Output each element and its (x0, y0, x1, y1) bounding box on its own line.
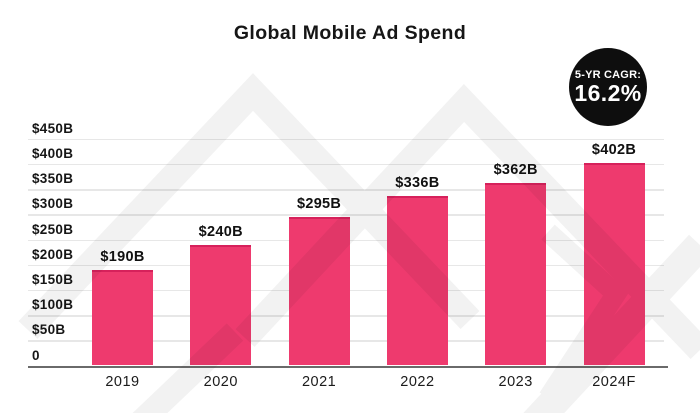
bar-2020 (190, 244, 252, 366)
y-axis-tick-label: $50B (32, 322, 66, 338)
x-axis-tick-label: 2020 (203, 374, 238, 390)
y-axis-tick-label: $200B (32, 246, 74, 262)
bar-value-label: $402B (591, 141, 637, 158)
bar-value-label: $240B (198, 223, 243, 240)
y-axis-tick-label: $350B (32, 171, 74, 187)
bar-value-label: $362B (493, 162, 538, 179)
y-axis-tick-label: 0 (32, 347, 40, 363)
bar-value-label: $190B (100, 248, 145, 265)
chart-title: Global Mobile Ad Spend (233, 22, 467, 44)
x-axis-tick-label: 2022 (400, 374, 435, 390)
y-gridline (28, 214, 664, 216)
cagr-badge-label: 5-YR CAGR: (574, 68, 642, 81)
y-axis-tick-label: $300B (32, 196, 74, 212)
x-axis-tick-label: 2023 (498, 374, 533, 390)
bar-value-label: $336B (395, 175, 440, 192)
y-axis-tick-label: $400B (32, 145, 74, 161)
y-axis-tick-label: $150B (32, 271, 74, 287)
x-axis-tick-label: 2019 (105, 374, 140, 390)
bar-2022 (386, 196, 448, 366)
y-axis-tick-label: $100B (32, 297, 74, 313)
bar-2019 (92, 269, 153, 366)
y-gridline (28, 189, 664, 191)
cagr-badge-value: 16.2% (574, 79, 642, 106)
cagr-badge: 5-YR CAGR: 16.2% (569, 48, 647, 126)
x-axis-line (28, 365, 668, 368)
bar-2023 (485, 183, 547, 366)
x-axis-tick-label: 2024F (592, 374, 636, 390)
y-axis-tick-label: $450B (32, 120, 74, 136)
bar-value-label: $295B (296, 195, 342, 212)
y-axis-tick-label: $250B (32, 221, 74, 237)
bar-2021 (288, 216, 350, 366)
y-gridline (28, 163, 664, 166)
y-gridline (28, 138, 664, 141)
bar-2024F (583, 162, 645, 366)
x-axis-tick-label: 2021 (301, 374, 337, 390)
